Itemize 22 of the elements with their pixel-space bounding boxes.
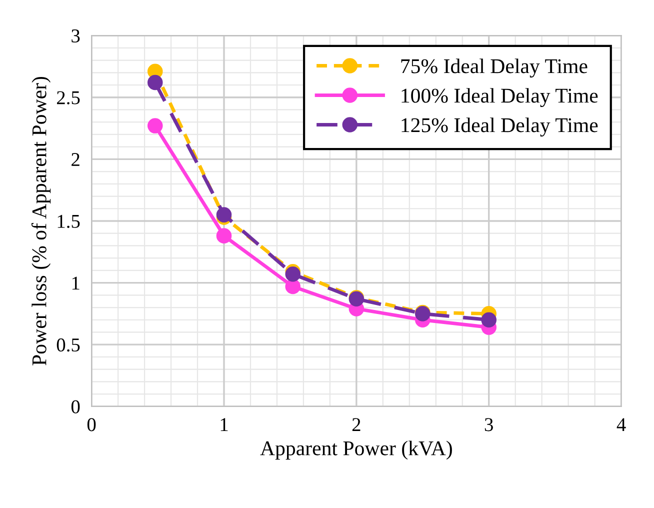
point [285,278,300,294]
y-axis-title: Power loss (% of Apparent Power) [31,76,51,366]
legend-label: 100% Ideal Delay Time [402,88,598,108]
y-tick-label: 2 [72,153,80,166]
x-tick-label: 3 [484,418,493,432]
x-tick-label: 0 [87,418,96,432]
y-tick-label: 1 [72,276,80,290]
legend-label: 125% Ideal Delay Time [402,118,598,137]
x-tick-label: 1 [220,418,228,432]
point [147,74,163,90]
y-tick-label: 3 [72,29,80,42]
point [147,118,163,134]
legend-label: 75% Ideal Delay Time [401,58,588,78]
x-axis-title: Apparent Power (kVA) [260,440,452,460]
y-tick-label: 0.5 [56,338,80,352]
point [216,228,232,244]
x-tick-label: 2 [352,418,360,432]
y-tick-label: 2.5 [56,91,80,104]
x-tick-label: 4 [616,418,626,432]
point [481,312,497,328]
y-tick-label: 0 [71,400,80,414]
y-tick-label: 1.5 [58,214,80,228]
